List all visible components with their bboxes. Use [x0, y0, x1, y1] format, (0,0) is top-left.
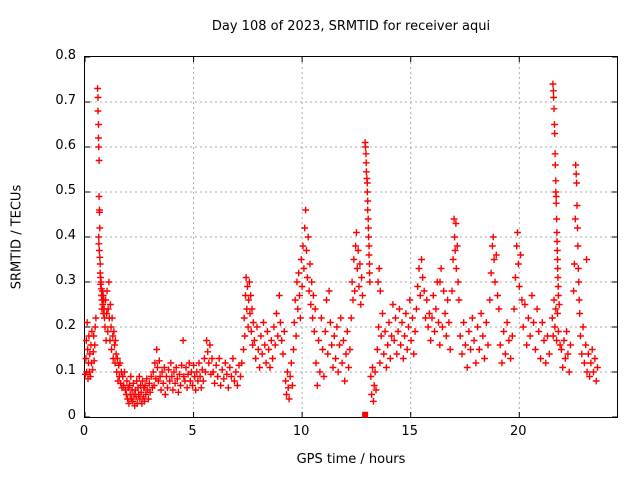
x-tick-label: 10	[292, 424, 310, 439]
x-tick-label: 0	[79, 424, 89, 439]
y-axis-title: SRMTID / TECUs	[9, 184, 25, 290]
plot-area	[82, 56, 618, 418]
y-tick-label: 0.5	[55, 183, 76, 198]
y-tick-label: 0.4	[55, 228, 76, 243]
y-tick-label: 0.6	[55, 138, 76, 153]
x-tick-label: 5	[188, 424, 197, 439]
x-tick-label: 20	[510, 424, 527, 439]
y-tick-label: 0.8	[55, 48, 76, 63]
y-tick-label: 0.7	[55, 93, 76, 108]
x-axis-title: GPS time / hours	[296, 452, 406, 467]
y-tick-label: 0	[67, 408, 76, 423]
y-tick-label: 0.1	[55, 363, 76, 378]
y-tick-label: 0.2	[55, 318, 76, 333]
y-tick-label: 0.3	[55, 273, 76, 288]
chart-title: Day 108 of 2023, SRMTID for receiver aqu…	[211, 19, 491, 34]
x-tick-label: 15	[401, 424, 418, 439]
scatter-canvas	[82, 56, 617, 418]
